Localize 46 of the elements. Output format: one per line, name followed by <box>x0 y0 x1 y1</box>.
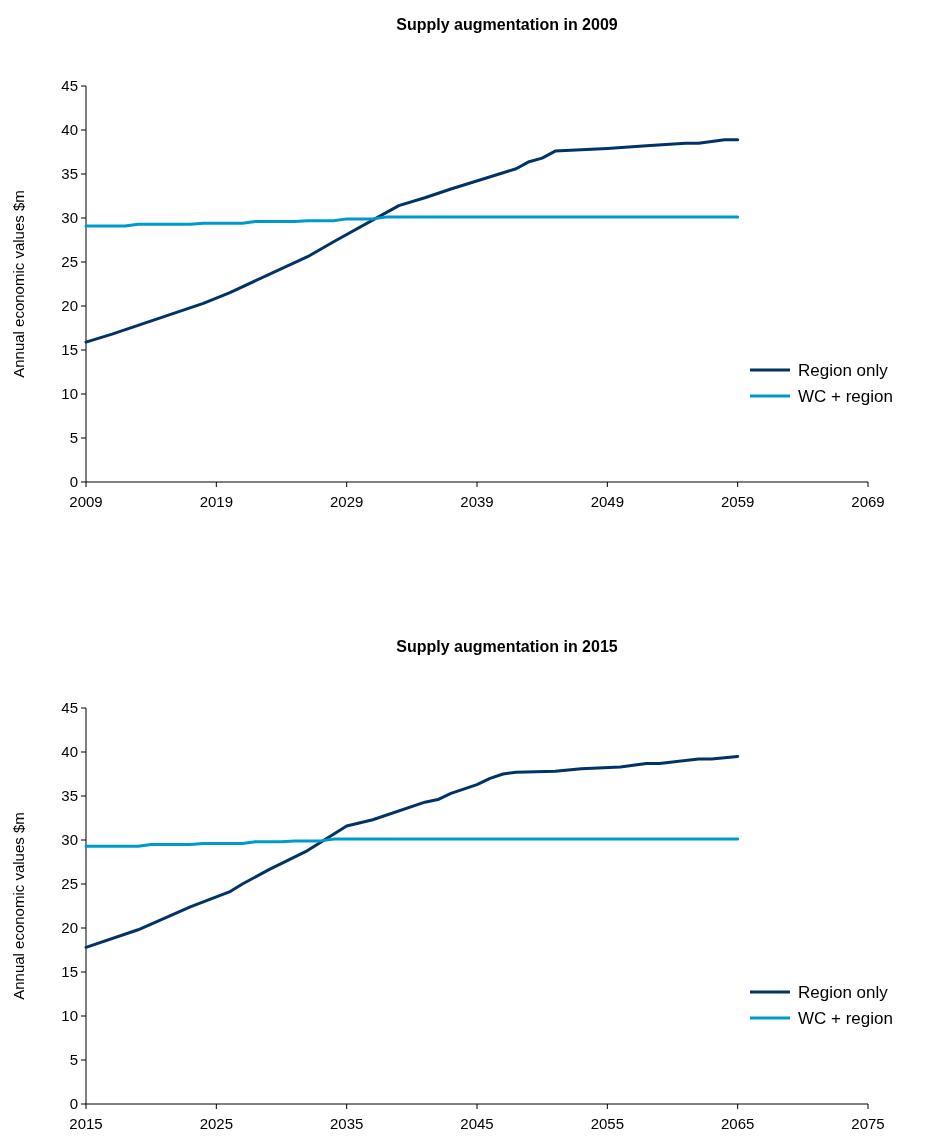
x-tick-label: 2049 <box>590 493 625 510</box>
line-series <box>84 215 740 228</box>
x-tick-label: 2019 <box>199 493 234 510</box>
y-tick-label: 10 <box>61 1007 78 1024</box>
y-tick-label: 15 <box>61 341 78 358</box>
x-tick-label: 2075 <box>851 1115 885 1132</box>
y-tick-label: 45 <box>61 77 78 94</box>
x-tick-label: 2055 <box>590 1115 625 1132</box>
x-tick-label: 2039 <box>460 493 494 510</box>
y-tick-label: 40 <box>61 743 78 760</box>
y-tick-label: 35 <box>61 787 78 804</box>
y-tick-label: 5 <box>69 1051 78 1068</box>
x-tick-label: 2009 <box>69 493 103 510</box>
legend-label: WC + region <box>798 1009 893 1028</box>
x-tick-label: 2069 <box>851 493 885 510</box>
line-series <box>84 837 740 848</box>
y-tick-label: 30 <box>61 209 78 226</box>
line-series <box>84 754 740 949</box>
line-series <box>84 138 740 344</box>
y-tick-label: 0 <box>69 1095 78 1112</box>
x-tick-label: 2029 <box>329 493 364 510</box>
x-tick-label: 2059 <box>720 493 755 510</box>
y-axis-title: Annual economic values $m <box>10 812 27 1000</box>
x-tick-label: 2035 <box>329 1115 364 1132</box>
chart-title: Supply augmentation in 2009 <box>396 16 618 33</box>
x-tick-label: 2025 <box>199 1115 234 1132</box>
y-tick-label: 35 <box>61 165 78 182</box>
x-tick-label: 2015 <box>69 1115 103 1132</box>
y-tick-label: 20 <box>61 919 78 936</box>
y-tick-label: 25 <box>61 253 78 270</box>
x-tick-label: 2065 <box>720 1115 755 1132</box>
y-tick-label: 45 <box>61 699 78 716</box>
legend-label: WC + region <box>798 387 893 406</box>
y-tick-label: 25 <box>61 875 78 892</box>
x-tick-label: 2045 <box>460 1115 494 1132</box>
legend-label: Region only <box>798 983 889 1002</box>
y-tick-label: 20 <box>61 297 78 314</box>
y-tick-label: 0 <box>69 473 78 490</box>
y-tick-label: 30 <box>61 831 78 848</box>
y-tick-label: 40 <box>61 121 78 138</box>
y-tick-label: 15 <box>61 963 78 980</box>
y-axis-title: Annual economic values $m <box>10 190 27 378</box>
chart-title: Supply augmentation in 2015 <box>396 638 618 655</box>
y-tick-label: 10 <box>61 385 78 402</box>
y-tick-label: 5 <box>69 429 78 446</box>
legend-label: Region only <box>798 361 889 380</box>
